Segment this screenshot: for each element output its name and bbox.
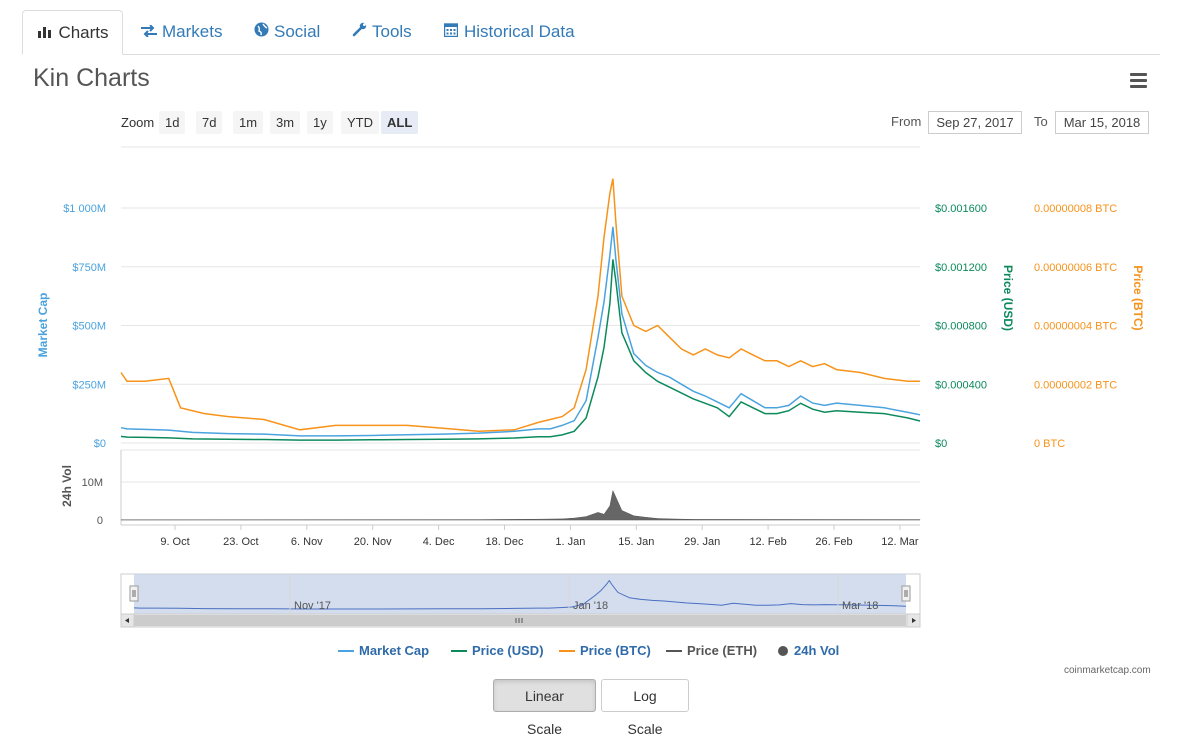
btc-tick-label: 0.00000004 BTC	[1034, 321, 1117, 333]
x-tick-label: 18. Dec	[486, 536, 524, 548]
navigator-series-line	[133, 579, 907, 610]
scroll-left-arrow-icon[interactable]	[120, 613, 135, 628]
x-tick-label: 20. Nov	[354, 536, 392, 548]
tab-label: Charts	[58, 23, 109, 42]
line-swatch-icon	[559, 649, 575, 652]
navigator-handle-icon[interactable]	[901, 585, 911, 602]
usd-axis-title: Price (USD)	[1001, 265, 1015, 331]
scrollbar-thumb[interactable]	[134, 615, 906, 626]
to-date-input[interactable]: Mar 15, 2018	[1055, 111, 1149, 134]
bar-chart-icon	[36, 12, 54, 56]
price-chart[interactable]: $0 $250M $500M $750M $1 000M $0 $0.000400 $0.00…	[0, 140, 1203, 635]
series-market-cap-line	[120, 226, 921, 437]
tab-social[interactable]: Social	[252, 10, 320, 53]
exchange-icon	[140, 11, 158, 55]
legend-label: Price (BTC)	[580, 643, 651, 658]
legend-label: Market Cap	[359, 643, 430, 658]
market-cap-tick-label: $750M	[72, 262, 106, 274]
x-tick-label: 1. Jan	[555, 536, 585, 548]
tab-label: Markets	[162, 22, 223, 41]
x-tick-label: 29. Jan	[684, 536, 720, 548]
linear-scale-button[interactable]: Linear Scale	[493, 679, 596, 737]
navigator-handle-icon[interactable]	[129, 585, 139, 602]
volume-tick-label: 0	[97, 515, 103, 527]
scroll-right-arrow-icon[interactable]	[906, 613, 921, 628]
zoom-ytd-button[interactable]: YTD	[341, 111, 379, 134]
navigator-selection	[134, 574, 906, 614]
zoom-1y-button[interactable]: 1y	[307, 111, 333, 134]
chart-menu-icon[interactable]	[1130, 73, 1147, 91]
from-label: From	[891, 114, 922, 129]
x-tick-label: 23. Oct	[223, 536, 258, 548]
series-volume-area	[120, 489, 921, 521]
btc-tick-label: 0.00000006 BTC	[1034, 262, 1117, 274]
tab-historical-data[interactable]: Historical Data	[442, 10, 575, 53]
x-tick-label: 9. Oct	[160, 536, 189, 548]
chart-legend: Market Cap Price (USD) Price (BTC) Price…	[0, 643, 1203, 661]
to-label: To	[1034, 114, 1048, 129]
x-tick-label: 26. Feb	[815, 536, 852, 548]
x-tick-label: 15. Jan	[618, 536, 654, 548]
legend-label: 24h Vol	[794, 643, 840, 658]
log-scale-button[interactable]: Log Scale	[601, 679, 689, 737]
navigator-label: Mar '18	[842, 600, 878, 612]
market-cap-tick-label: $1 000M	[63, 203, 106, 215]
market-cap-tick-label: $250M	[72, 379, 106, 391]
globe-icon	[252, 11, 270, 55]
legend-price-eth[interactable]: Price (ETH)	[666, 643, 757, 658]
usd-tick-label: $0.000400	[935, 379, 987, 391]
volume-axis-title: 24h Vol	[60, 465, 74, 507]
legend-market-cap[interactable]: Market Cap	[338, 643, 429, 658]
from-date-input[interactable]: Sep 27, 2017	[928, 111, 1022, 134]
usd-tick-label: $0.000800	[935, 321, 987, 333]
tab-bar: Charts Markets Social Tools Historical D…	[22, 10, 1160, 55]
btc-tick-label: 0.00000002 BTC	[1034, 379, 1117, 391]
tab-markets[interactable]: Markets	[140, 10, 222, 53]
series-price-btc-line	[120, 178, 920, 433]
zoom-1m-button[interactable]: 1m	[233, 111, 264, 134]
usd-tick-label: $0.001200	[935, 262, 987, 274]
tab-tools[interactable]: Tools	[350, 10, 412, 53]
navigator-label: Nov '17	[294, 600, 331, 612]
zoom-3m-button[interactable]: 3m	[270, 111, 301, 134]
x-tick-label: 6. Nov	[291, 536, 323, 548]
zoom-label: Zoom	[121, 115, 155, 130]
tab-label: Historical Data	[464, 22, 575, 41]
x-tick-label: 12. Mar	[881, 536, 919, 548]
line-swatch-icon	[451, 649, 467, 652]
page-title: Kin Charts	[33, 64, 150, 92]
market-cap-axis-title: Market Cap	[36, 293, 50, 358]
market-cap-tick-label: $500M	[72, 321, 106, 333]
btc-tick-label: 0.00000008 BTC	[1034, 203, 1117, 215]
btc-axis-title: Price (BTC)	[1131, 265, 1145, 330]
series-price-usd-line	[120, 259, 921, 441]
line-swatch-icon	[338, 649, 354, 652]
usd-tick-label: $0.001600	[935, 203, 987, 215]
legend-price-btc[interactable]: Price (BTC)	[559, 643, 651, 658]
tab-label: Social	[274, 22, 321, 41]
x-tick-label: 4. Dec	[423, 536, 455, 548]
tab-label: Tools	[372, 22, 412, 41]
line-swatch-icon	[666, 649, 682, 652]
market-cap-tick-label: $0	[94, 438, 106, 450]
credit-link[interactable]: coinmarketcap.com	[1064, 665, 1151, 676]
legend-label: Price (USD)	[472, 643, 544, 658]
tab-charts[interactable]: Charts	[22, 10, 123, 55]
zoom-all-button[interactable]: ALL	[381, 111, 419, 134]
usd-tick-label: $0	[935, 438, 947, 450]
btc-tick-label: 0 BTC	[1034, 438, 1065, 450]
legend-label: Price (ETH)	[687, 643, 758, 658]
zoom-1d-button[interactable]: 1d	[159, 111, 186, 134]
zoom-7d-button[interactable]: 7d	[196, 111, 223, 134]
x-tick-label: 12. Feb	[749, 536, 786, 548]
legend-24h-vol[interactable]: 24h Vol	[778, 643, 839, 658]
legend-price-usd[interactable]: Price (USD)	[451, 643, 544, 658]
calendar-icon	[442, 11, 460, 55]
navigator-label: Jan '18	[573, 600, 608, 612]
wrench-icon	[350, 11, 368, 55]
volume-tick-label: 10M	[82, 477, 103, 489]
dot-swatch-icon	[778, 645, 788, 656]
